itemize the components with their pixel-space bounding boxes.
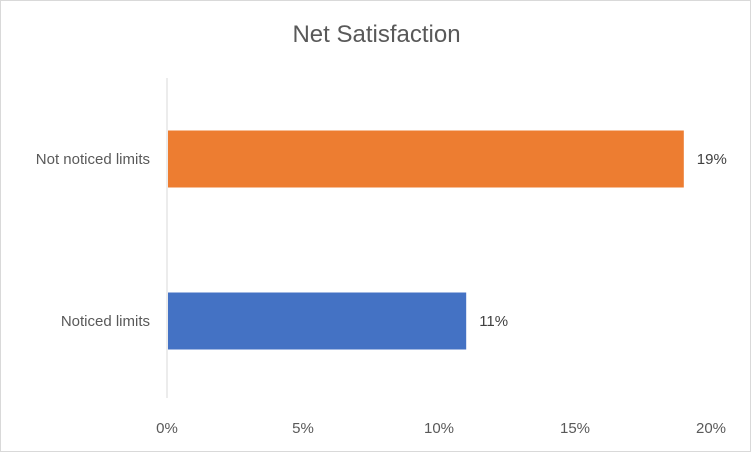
bar-not-noticed-limits <box>168 130 684 188</box>
x-tick-label: 15% <box>560 420 590 437</box>
x-tick-label: 20% <box>696 420 726 437</box>
x-tick-label: 10% <box>424 420 454 437</box>
chart-title: Net Satisfaction <box>292 21 461 48</box>
category-label: Not noticed limits <box>36 151 150 168</box>
data-label: 11% <box>479 313 508 330</box>
category-label: Noticed limits <box>61 313 150 330</box>
bar-noticed-limits <box>168 292 467 350</box>
data-label: 19% <box>697 151 727 168</box>
x-tick-label: 5% <box>292 420 314 437</box>
x-tick-label: 0% <box>156 420 178 437</box>
